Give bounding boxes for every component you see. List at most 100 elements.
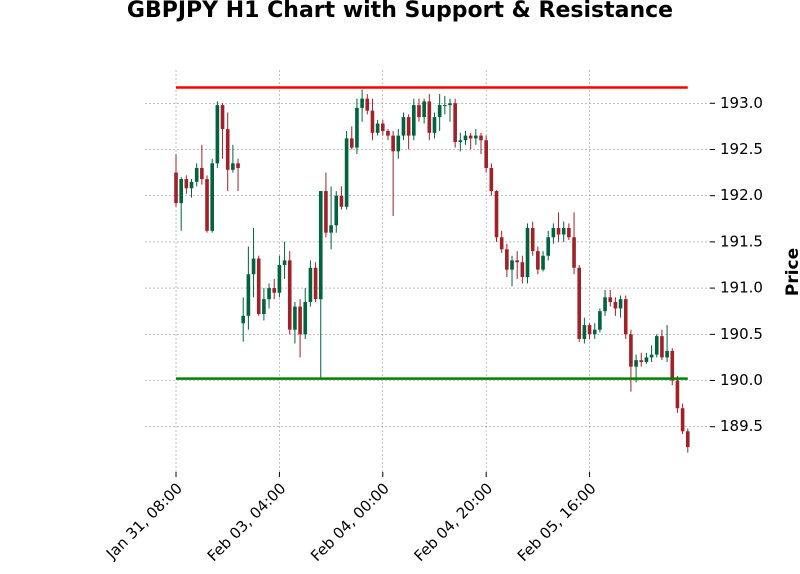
candle-body bbox=[587, 325, 592, 335]
candle-body bbox=[515, 260, 519, 263]
candle-body bbox=[411, 105, 416, 136]
candle-body bbox=[293, 306, 297, 330]
candle-body bbox=[582, 325, 587, 339]
candle-body bbox=[561, 228, 566, 235]
candle-body bbox=[236, 163, 240, 168]
candle-body bbox=[427, 101, 432, 133]
candle-body bbox=[567, 228, 571, 238]
candle-body bbox=[536, 251, 540, 270]
candle-body bbox=[474, 135, 478, 139]
y-tick-label: 191.5 bbox=[720, 232, 763, 250]
candle-body bbox=[380, 123, 385, 131]
candle-body bbox=[360, 98, 364, 108]
candle-body bbox=[685, 431, 690, 448]
candle-body bbox=[577, 267, 582, 339]
candle-body bbox=[608, 297, 613, 302]
candle-body bbox=[463, 135, 468, 141]
candle-body bbox=[551, 228, 556, 238]
candle-body bbox=[639, 360, 644, 363]
candle-body bbox=[241, 315, 246, 324]
candle-body bbox=[308, 267, 313, 302]
candle-body bbox=[406, 117, 411, 136]
candle-body bbox=[267, 288, 271, 300]
x-tick-label: Feb 05, 16:00 bbox=[514, 479, 600, 565]
candle-body bbox=[334, 195, 339, 226]
candle-body bbox=[598, 311, 602, 330]
y-tick-label: 190.5 bbox=[720, 325, 763, 343]
candle-body bbox=[520, 262, 525, 278]
candle-body bbox=[422, 101, 426, 118]
x-tick-label: Feb 04, 20:00 bbox=[410, 479, 496, 565]
candle-body bbox=[375, 123, 380, 133]
candle-body bbox=[251, 258, 256, 275]
candle-body bbox=[649, 354, 654, 358]
candle-body bbox=[282, 260, 287, 265]
candle-body bbox=[546, 237, 551, 256]
candle-body bbox=[396, 135, 401, 152]
candle-body bbox=[613, 301, 618, 309]
candle-body bbox=[194, 167, 199, 182]
candle-body bbox=[303, 301, 308, 335]
candle-body bbox=[618, 299, 623, 309]
candle-body bbox=[505, 249, 509, 270]
candle-body bbox=[644, 357, 649, 363]
candle-body bbox=[210, 163, 215, 231]
candle-body bbox=[272, 288, 277, 293]
candle-body bbox=[417, 105, 421, 118]
candle-body bbox=[189, 181, 194, 189]
candle-body bbox=[355, 107, 359, 148]
chart-title: GBPJPY H1 Chart with Support & Resistanc… bbox=[127, 0, 673, 23]
candle-body bbox=[256, 258, 261, 314]
x-tick-label: Feb 03, 04:00 bbox=[204, 479, 290, 565]
candle-body bbox=[654, 336, 659, 355]
candle-body bbox=[499, 237, 504, 250]
candle-body bbox=[391, 135, 395, 152]
y-axis-label: Price bbox=[783, 248, 800, 296]
candle-body bbox=[484, 140, 488, 168]
candle-body bbox=[215, 105, 220, 164]
candle-body bbox=[530, 228, 535, 252]
candle-body bbox=[246, 274, 251, 316]
candle-body bbox=[448, 103, 452, 106]
candle-body bbox=[437, 105, 442, 118]
candle-body bbox=[287, 260, 292, 330]
y-tick-label: 192.0 bbox=[720, 186, 763, 204]
candle-body bbox=[231, 163, 235, 170]
candle-body bbox=[592, 329, 597, 335]
candle-body bbox=[680, 408, 685, 432]
x-tick-label: Jan 31, 08:00 bbox=[102, 479, 186, 563]
candle-body bbox=[200, 167, 204, 180]
y-tick-label: 191.0 bbox=[720, 279, 763, 297]
candle-body bbox=[665, 350, 669, 358]
candle-body bbox=[541, 255, 545, 270]
candle-body bbox=[603, 297, 607, 312]
candle-body bbox=[623, 299, 628, 335]
candle-body bbox=[174, 172, 178, 204]
candle-body bbox=[179, 179, 183, 204]
candle-body bbox=[349, 138, 354, 148]
candle-body bbox=[220, 105, 225, 130]
candle-body bbox=[556, 228, 561, 235]
candle-body bbox=[432, 117, 437, 133]
candle-body bbox=[494, 191, 499, 238]
candle-body bbox=[205, 179, 209, 231]
candle-body bbox=[277, 264, 282, 293]
candle-body bbox=[634, 360, 638, 367]
candle-body bbox=[184, 179, 189, 189]
x-tick-label: Feb 04, 00:00 bbox=[307, 479, 393, 565]
candle-body bbox=[660, 336, 664, 358]
candle-body bbox=[401, 117, 406, 136]
candle-body bbox=[525, 228, 530, 278]
candle-body bbox=[443, 105, 447, 107]
candle-body bbox=[479, 135, 483, 141]
y-tick-label: 190.0 bbox=[720, 371, 763, 389]
candle-body bbox=[262, 299, 266, 314]
candle-body bbox=[458, 140, 463, 143]
candle-body bbox=[339, 195, 344, 207]
y-tick-label: 192.5 bbox=[720, 140, 763, 158]
candle-body bbox=[675, 380, 680, 409]
candle-body bbox=[225, 129, 230, 170]
candle-body bbox=[329, 225, 333, 233]
candle-body bbox=[572, 237, 576, 268]
